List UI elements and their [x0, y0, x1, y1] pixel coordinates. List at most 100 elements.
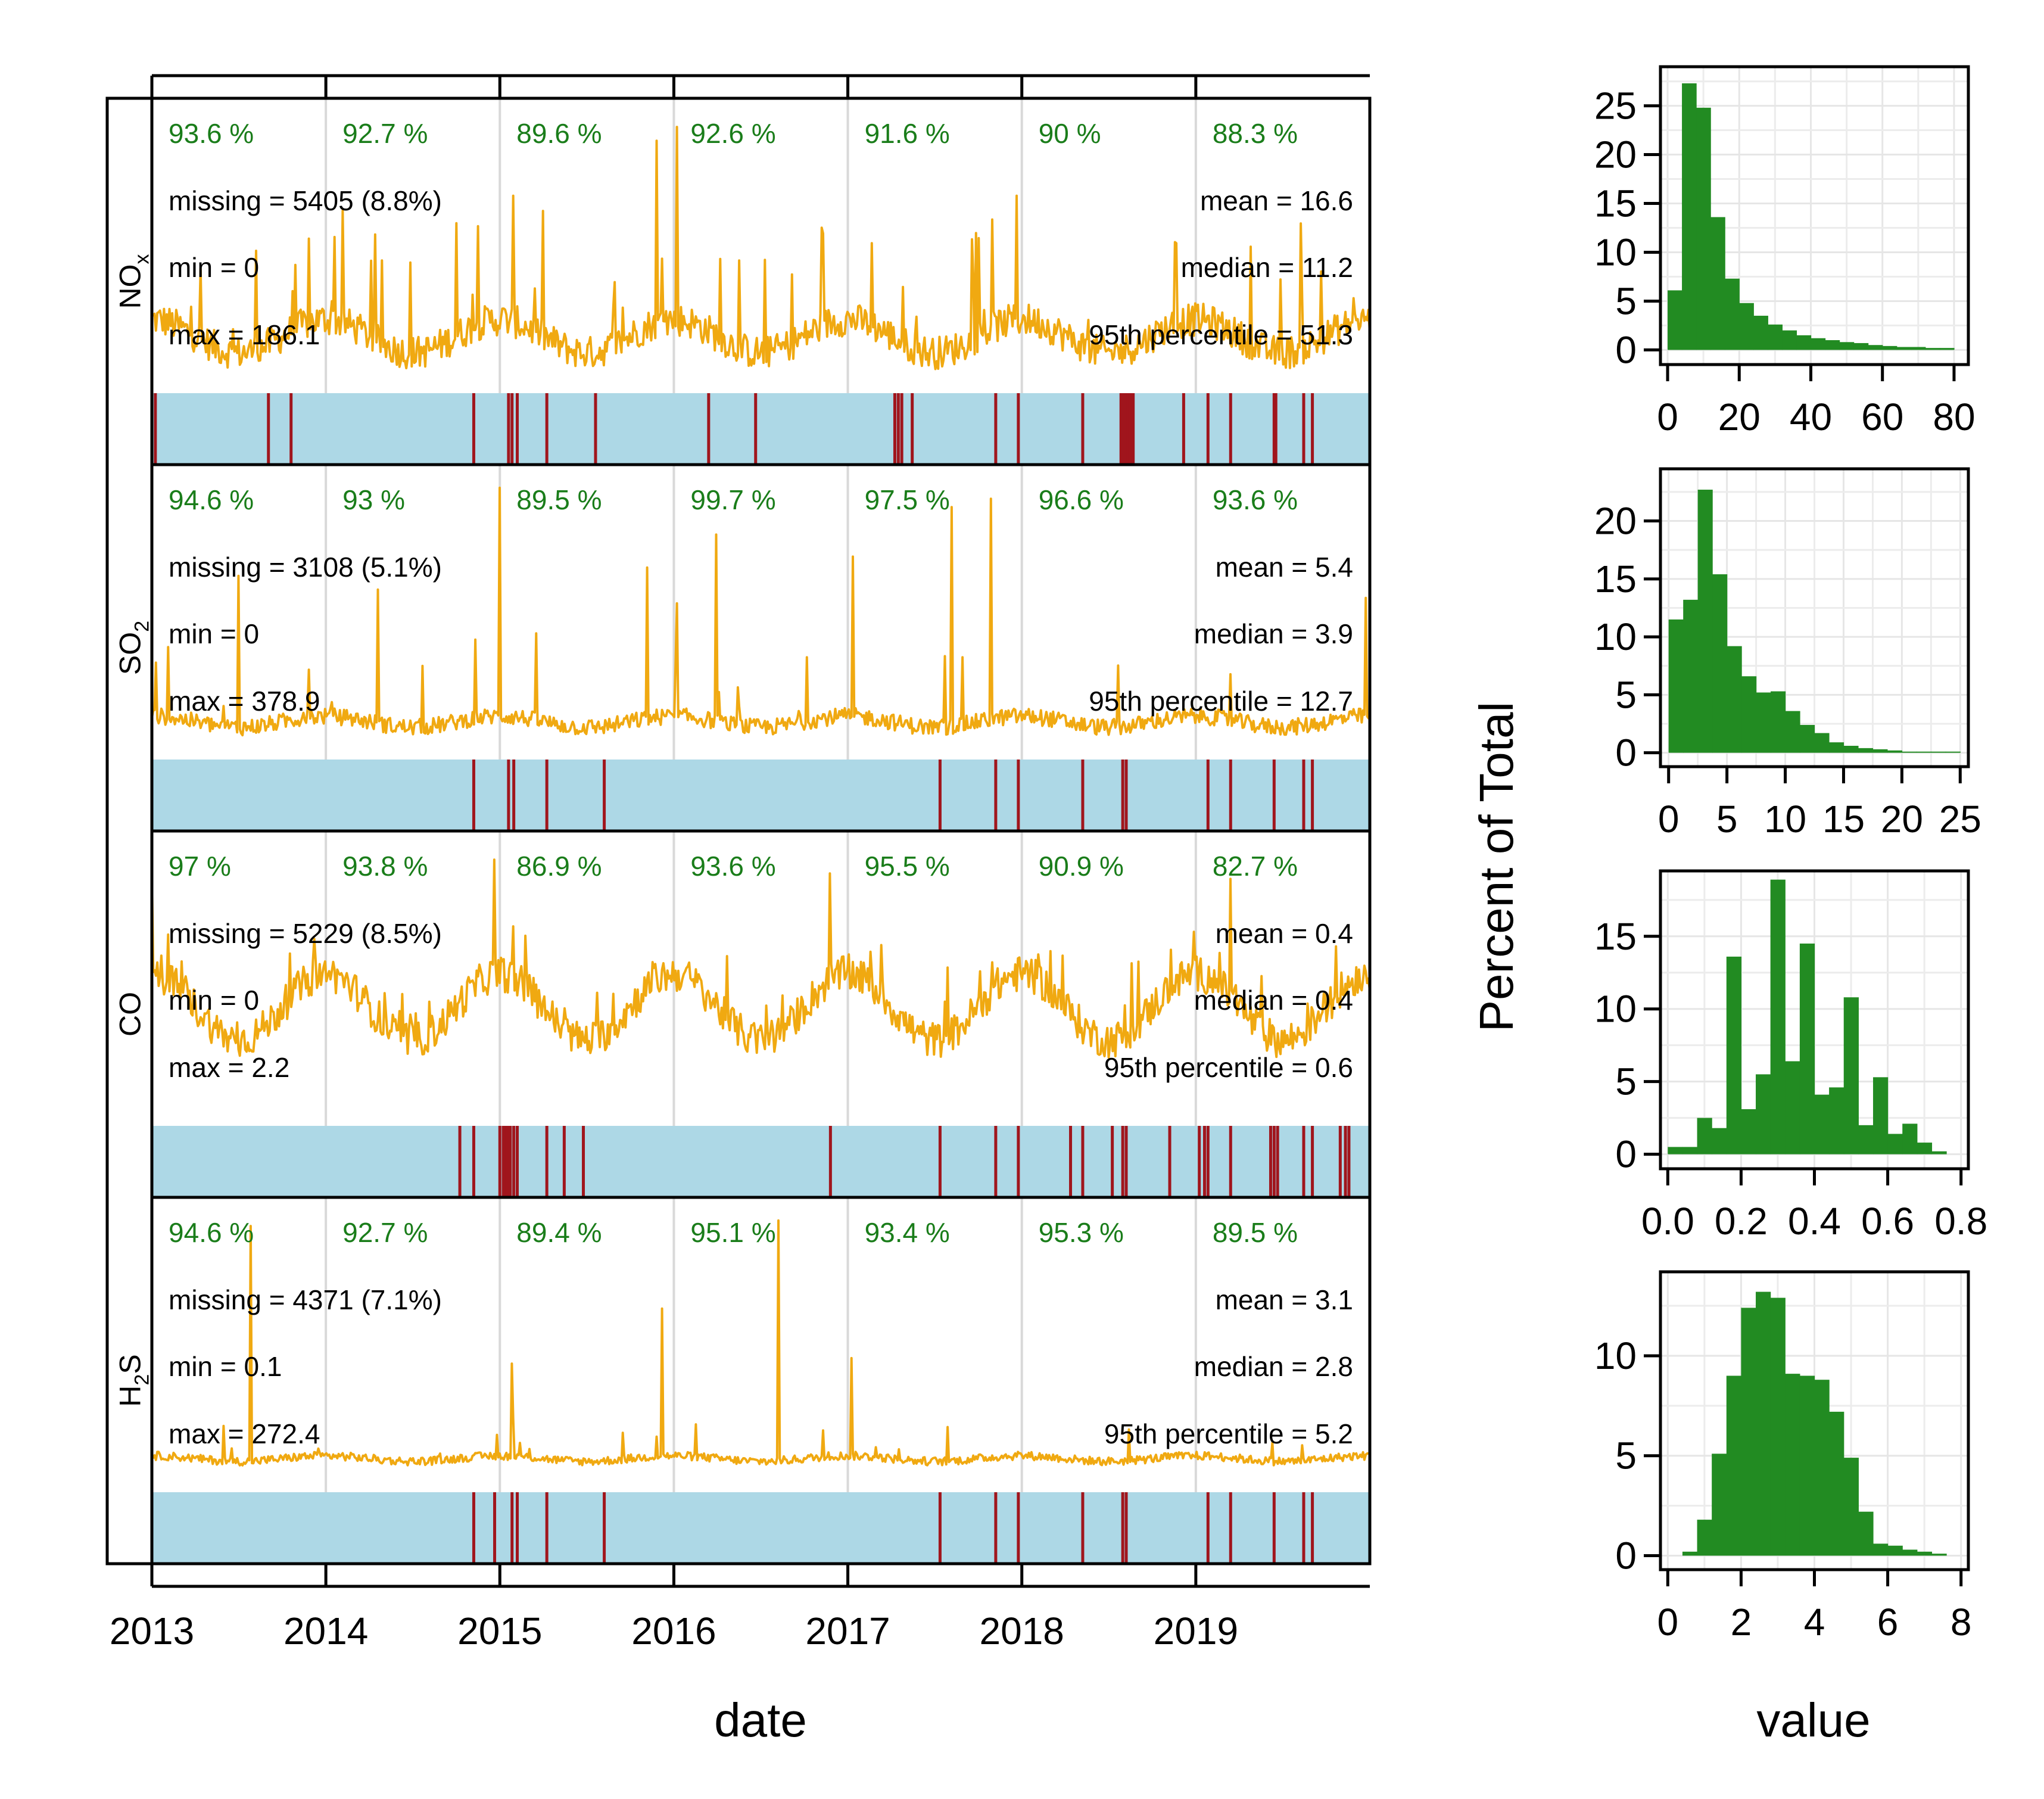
panel-label-suffix: S — [114, 1354, 147, 1374]
missing-marker — [1347, 1126, 1351, 1197]
panel-label-main: H — [114, 1386, 147, 1407]
histogram-bar — [1770, 879, 1786, 1154]
histogram-bar — [1858, 748, 1874, 753]
histogram-bar — [1931, 751, 1946, 753]
missing-marker — [501, 1126, 505, 1197]
annual-capture-label: 88.3 % — [1213, 118, 1298, 149]
histogram-bar — [1756, 1074, 1771, 1154]
missing-marker — [911, 393, 914, 465]
histogram-bar — [1697, 1118, 1712, 1154]
missing-marker — [1124, 1126, 1128, 1197]
missing-marker — [754, 393, 758, 465]
missing-marker — [1121, 1492, 1124, 1564]
mean-label: mean = 5.4 — [1216, 552, 1353, 583]
x-tick-label: 2018 — [980, 1610, 1064, 1652]
mean-label: mean = 3.1 — [1216, 1284, 1353, 1315]
missing-marker — [938, 1492, 942, 1564]
missing-marker — [1229, 760, 1232, 831]
annual-capture-label: 91.6 % — [865, 118, 950, 149]
hist-x-tick-label: 2 — [1731, 1601, 1752, 1644]
median-label: median = 3.9 — [1194, 618, 1353, 649]
histogram-bar — [1843, 745, 1859, 753]
max-label: max = 2.2 — [169, 1052, 289, 1083]
x-axis-title-date: date — [714, 1694, 807, 1747]
histogram-bar — [1916, 751, 1931, 753]
series-line-co — [151, 858, 1371, 1059]
missing-marker — [1206, 760, 1210, 831]
hist-y-tick-label: 5 — [1615, 1060, 1637, 1103]
histogram-bar — [1739, 303, 1754, 350]
missing-marker — [900, 393, 903, 465]
histogram-bar — [1799, 943, 1815, 1154]
missing-marker — [1017, 760, 1020, 831]
panel-nox: 93.6 % 92.7 % 89.6 % 92.6 % 91.6 % 90 % 88.3 %… — [114, 118, 1371, 465]
histogram-bar — [1696, 107, 1711, 350]
missing-marker — [510, 393, 514, 465]
missing-marker — [893, 393, 896, 465]
missing-marker — [1202, 1126, 1206, 1197]
annual-capture-label: 96.6 % — [1039, 484, 1124, 515]
missing-marker — [1276, 1126, 1279, 1197]
hist-y-tick-label: 5 — [1615, 1434, 1637, 1477]
histogram-bar — [1843, 997, 1859, 1154]
hist-x-tick-label: 0.4 — [1788, 1200, 1841, 1243]
histogram-bar — [1756, 692, 1771, 753]
missing-marker — [707, 393, 711, 465]
hist-y-tick-label: 20 — [1594, 500, 1637, 543]
x-tick-label: 2016 — [631, 1610, 716, 1652]
histogram-bar — [1814, 1380, 1830, 1556]
median-label: median = 0.4 — [1194, 985, 1353, 1016]
missing-marker — [498, 1126, 501, 1197]
x-tick-label: 2019 — [1154, 1610, 1238, 1652]
missing-marker — [512, 760, 516, 831]
histogram-bar — [1682, 1147, 1698, 1154]
histogram-bar — [1785, 1374, 1800, 1556]
missing-marker — [994, 1492, 998, 1564]
hist-y-tick-label: 15 — [1594, 558, 1637, 600]
annual-capture-label: 92.7 % — [342, 118, 428, 149]
hist-x-tick-label: 4 — [1804, 1601, 1825, 1644]
annual-capture-label: 94.6 % — [169, 1217, 254, 1248]
missing-marker — [1229, 1492, 1232, 1564]
missing-marker — [267, 393, 270, 465]
histogram-bar — [1668, 1147, 1683, 1154]
hist-x-tick-label: 0.0 — [1641, 1200, 1694, 1243]
histogram-bar — [1725, 278, 1740, 350]
annual-capture-label: 90 % — [1039, 118, 1101, 149]
panel-label-main: CO — [114, 992, 147, 1037]
missing-marker — [1269, 1126, 1272, 1197]
percentile-95-label: 95th percentile = 12.7 — [1089, 686, 1353, 717]
hist-y-tick-label: 0 — [1615, 328, 1637, 371]
annual-capture-label: 97.5 % — [865, 484, 950, 515]
missing-marker — [516, 393, 519, 465]
histogram-bar — [1782, 330, 1797, 350]
histogram-bar — [1814, 1094, 1830, 1154]
hist-x-tick-label: 40 — [1790, 396, 1832, 438]
histogram-frame — [1659, 65, 1970, 366]
histogram-bar — [1902, 1549, 1918, 1556]
histogram-bar — [1796, 335, 1812, 350]
histogram-bar — [1917, 1551, 1933, 1556]
hist-y-tick-label: 0 — [1615, 732, 1637, 774]
histogram-bar — [1770, 1297, 1786, 1556]
missing-marker — [1311, 760, 1314, 831]
missing-marker — [493, 1492, 497, 1564]
annual-capture-label: 94.6 % — [169, 484, 254, 515]
missing-marker — [1206, 393, 1210, 465]
annual-capture-label: 82.7 % — [1213, 851, 1298, 882]
panel-label-main: SO — [114, 632, 147, 675]
histogram-bar — [1896, 347, 1912, 350]
missing-marker — [1302, 760, 1305, 831]
missing-marker — [594, 393, 597, 465]
panel-label-h2s: H2S — [114, 1354, 154, 1406]
x-tick-label: 2017 — [805, 1610, 890, 1652]
histogram-bar — [1843, 1458, 1859, 1556]
min-label: min = 0 — [169, 985, 259, 1016]
missing-marker — [507, 393, 510, 465]
x-axis-title-value: value — [1756, 1694, 1870, 1747]
annual-capture-label: 89.5 % — [516, 484, 602, 515]
panel-h2s: 94.6 % 92.7 % 89.4 % 95.1 % 93.4 % 95.3 % 89.5… — [114, 1196, 1371, 1564]
hist-x-tick-label: 0.2 — [1715, 1200, 1768, 1243]
missing-marker — [1081, 1492, 1085, 1564]
